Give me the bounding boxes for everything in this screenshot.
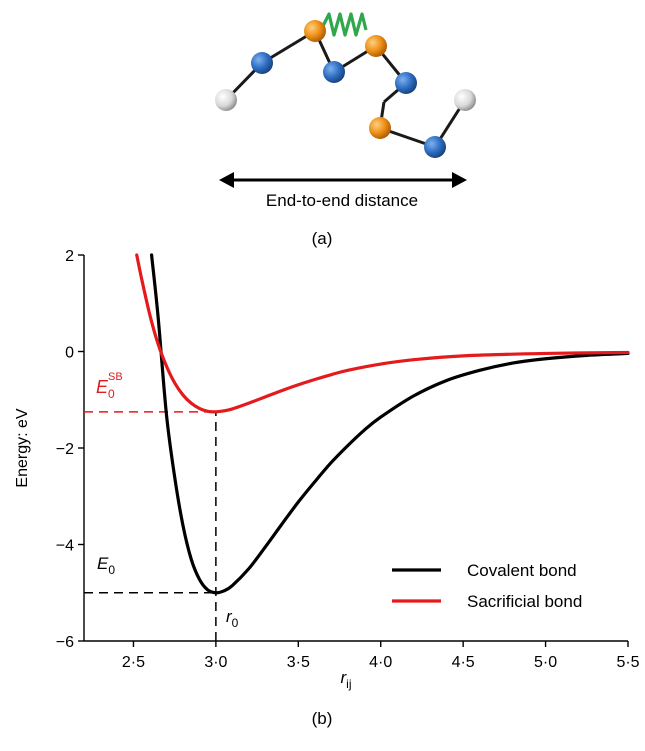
- bead-orange: [365, 35, 387, 57]
- sacrificial-spring: [321, 12, 368, 37]
- x-axis-ticks: 2·5 3·0 3·5 4·0 4·5 5·0 5·5: [122, 641, 640, 671]
- chain-bonds: [224, 29, 467, 149]
- end-to-end-arrow: [219, 172, 467, 188]
- y-tick-label: −4: [56, 538, 74, 555]
- end-to-end-label: End-to-end distance: [266, 191, 418, 210]
- x-tick-label: 2·5: [122, 654, 145, 671]
- e0-sb-sup: SB: [108, 371, 123, 383]
- chart: 2·5 3·0 3·5 4·0 4·5 5·0 5·5 −6 −4 −2 0 2 Energy: e…: [14, 248, 640, 691]
- legend-label-sacrificial: Sacrificial bond: [467, 592, 582, 611]
- x-tick-label: 4·5: [452, 654, 475, 671]
- legend: Covalent bond Sacrificial bond: [392, 561, 582, 611]
- panel-b-caption: (b): [312, 709, 333, 728]
- series-line-covalent: [149, 253, 630, 595]
- x-axis-label: rij: [340, 668, 351, 691]
- y-axis-label: Energy: eV: [14, 408, 31, 487]
- r0-label: r0: [226, 607, 239, 630]
- y-tick-label: 0: [65, 345, 74, 362]
- polymer-chain-diagram: [215, 12, 476, 158]
- r0-sub: 0: [232, 616, 239, 630]
- legend-label-covalent: Covalent bond: [467, 561, 577, 580]
- e0-sb-label: E0: [96, 377, 115, 401]
- end-bead-right: [454, 89, 476, 111]
- end-bead-left: [215, 89, 237, 111]
- panel-a-caption: (a): [312, 229, 333, 248]
- x-tick-label: 5·0: [534, 654, 557, 671]
- x-tick-label: 3·5: [287, 654, 310, 671]
- y-tick-label: −6: [56, 634, 74, 651]
- r0-main: r: [226, 607, 233, 626]
- reference-lines: [84, 411, 217, 641]
- bead-orange: [369, 117, 391, 139]
- bead-orange: [304, 20, 326, 42]
- chart-axes: [83, 255, 628, 642]
- x-tick-label: 3·0: [204, 654, 227, 671]
- x-tick-label: 4·0: [369, 654, 392, 671]
- bead-blue: [251, 52, 273, 74]
- bead-blue: [323, 61, 345, 83]
- series-line-sacrificial: [135, 253, 630, 414]
- x-axis-label-main: r: [340, 668, 347, 687]
- y-tick-label: 2: [65, 248, 74, 265]
- x-axis-label-sub: ij: [346, 677, 351, 691]
- y-axis-ticks: −6 −4 −2 0 2: [56, 248, 84, 651]
- x-tick-label: 5·5: [616, 654, 639, 671]
- e0-sb-sub: 0: [108, 387, 115, 401]
- y-tick-label: −2: [56, 441, 74, 458]
- series-layer: [135, 253, 630, 595]
- e0-main: E: [97, 554, 109, 573]
- e0-label: E0: [97, 554, 115, 577]
- e0-sb-main: E: [96, 377, 109, 397]
- bead-blue: [424, 136, 446, 158]
- bead-blue: [395, 72, 417, 94]
- e0-sub: 0: [108, 563, 115, 577]
